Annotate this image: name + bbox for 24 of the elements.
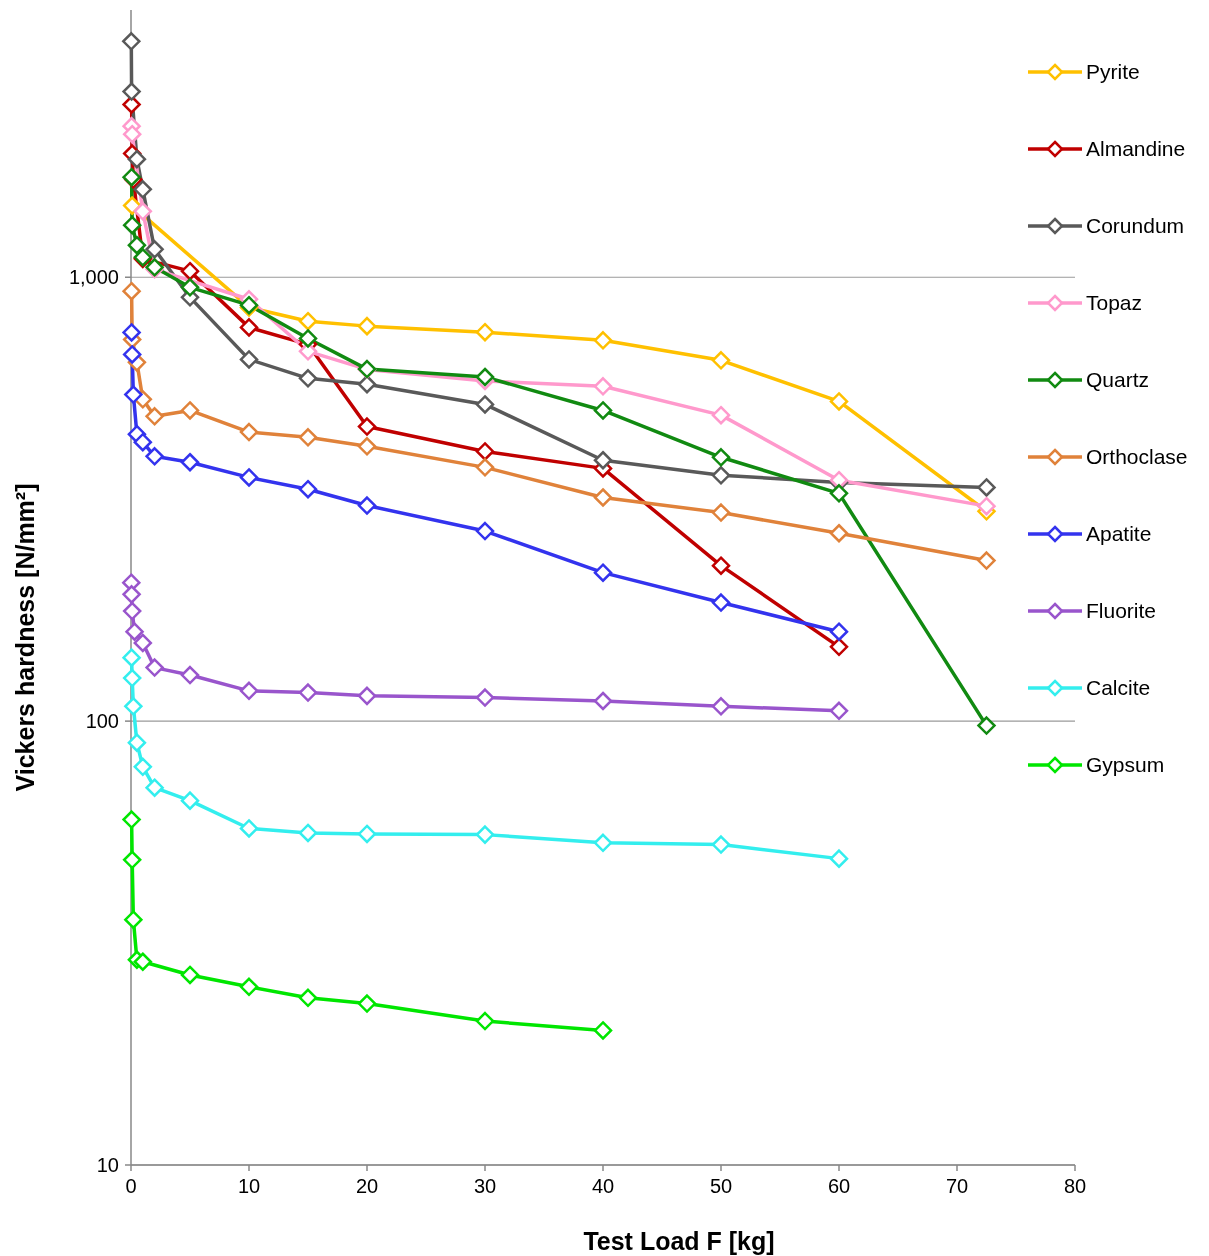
x-tick-label: 20 (355, 1175, 379, 1197)
x-tick-label: 60 (827, 1175, 851, 1197)
legend-label: Almandine (1086, 137, 1186, 161)
x-tick-label: 70 (945, 1175, 969, 1197)
x-tick-label: 40 (591, 1175, 615, 1197)
legend-label: Quartz (1086, 368, 1150, 392)
legend-label: Gypsum (1086, 753, 1165, 777)
legend-label: Topaz (1086, 291, 1143, 315)
y-tick-label: 10 (96, 1154, 119, 1176)
legend-label: Orthoclase (1086, 445, 1188, 469)
legend-label: Pyrite (1086, 60, 1140, 84)
x-tick-label: 30 (473, 1175, 497, 1197)
legend-label: Fluorite (1086, 599, 1157, 623)
x-tick-label: 50 (709, 1175, 733, 1197)
legend-label: Corundum (1086, 214, 1185, 238)
x-axis-title: Test Load F [kg] (583, 1227, 775, 1255)
x-tick-label: 10 (237, 1175, 261, 1197)
y-axis-title: Vickers hardness [N/mm²] (11, 483, 39, 792)
x-tick-label: 80 (1063, 1175, 1087, 1197)
legend-label: Calcite (1086, 676, 1151, 700)
y-tick-label: 1,000 (68, 266, 119, 289)
x-tick-label: 0 (125, 1175, 137, 1197)
legend-label: Apatite (1086, 522, 1152, 546)
y-tick-label: 100 (85, 710, 119, 733)
